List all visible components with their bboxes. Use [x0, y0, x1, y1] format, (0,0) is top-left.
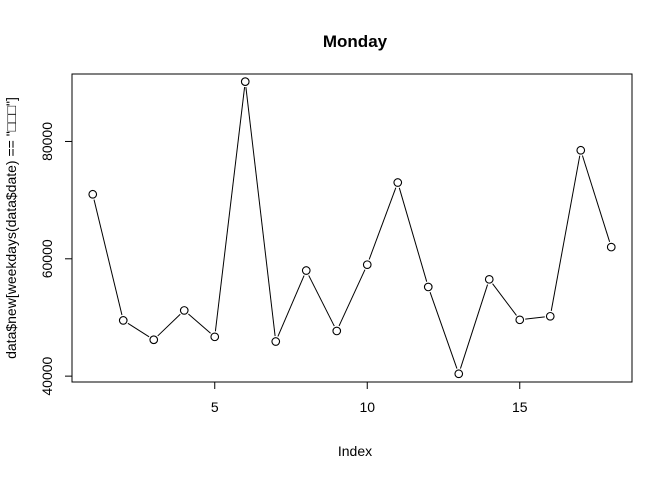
data-point	[393, 178, 403, 187]
data-point	[484, 274, 494, 284]
line-segment	[245, 87, 276, 337]
line-segment	[429, 291, 458, 369]
data-point	[301, 266, 311, 275]
line-segment	[93, 199, 123, 316]
x-axis: 5 10 15	[211, 381, 528, 415]
line-segment	[492, 283, 517, 316]
line-segment	[525, 316, 545, 320]
x-tick-label: 10	[359, 399, 375, 415]
line-segment	[157, 313, 181, 337]
x-axis-label: Index	[338, 443, 372, 459]
data-point	[88, 189, 98, 199]
y-tick-label: 60000	[39, 239, 55, 278]
line-segment	[368, 187, 397, 260]
data-point	[515, 315, 525, 325]
line-segment	[338, 269, 366, 327]
data-point	[179, 306, 189, 315]
y-axis: 40000 60000 80000	[39, 122, 73, 396]
data-point	[545, 311, 555, 321]
data-point	[454, 369, 464, 379]
line-segment	[308, 275, 335, 327]
data-point	[423, 282, 433, 292]
line-segment	[214, 87, 246, 332]
line-segment	[188, 313, 211, 334]
y-tick-label: 40000	[39, 356, 55, 395]
y-axis-label: data$new[weekdays(data$date) == "□□□"]	[3, 97, 19, 359]
data-point	[118, 316, 128, 325]
data-series	[88, 77, 616, 379]
y-tick-label: 80000	[39, 122, 55, 161]
chart-title: Monday	[323, 32, 388, 51]
data-point	[240, 77, 250, 86]
line-segment	[398, 187, 428, 282]
data-point	[576, 145, 586, 155]
line-segment	[581, 155, 611, 242]
line-segment	[127, 322, 150, 338]
x-tick-label: 5	[211, 399, 219, 415]
line-segment	[277, 275, 305, 337]
data-point	[332, 326, 342, 336]
plot-frame	[71, 73, 633, 383]
data-point	[210, 332, 220, 342]
data-point	[362, 260, 372, 270]
data-point	[271, 337, 281, 346]
x-tick-label: 15	[512, 399, 528, 415]
line-segment	[459, 284, 489, 369]
line-segment	[550, 155, 581, 311]
data-point	[606, 242, 616, 252]
data-point	[149, 335, 159, 345]
